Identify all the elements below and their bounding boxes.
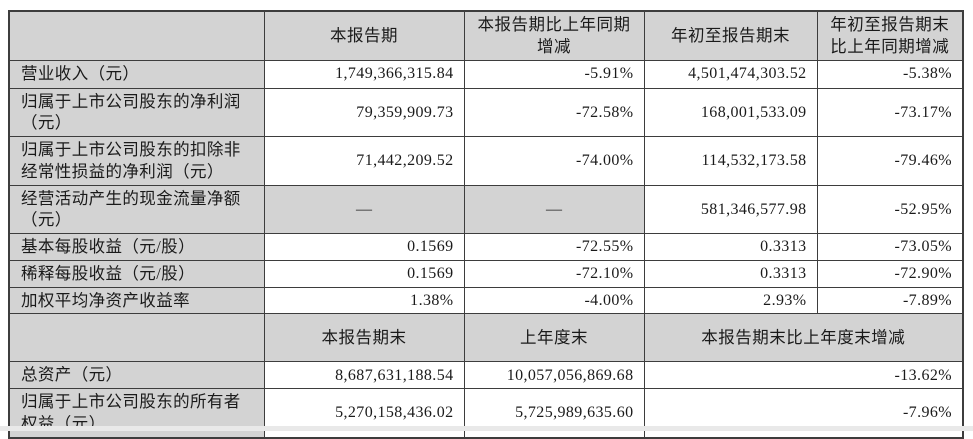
basic-eps-current: 0.1569 [263, 233, 465, 261]
operating-revenue-ytd: 4,501,474,303.52 [643, 59, 818, 89]
diluted-eps-label: 稀释每股收益（元/股） [8, 259, 265, 288]
deducted-net-profit-label: 归属于上市公司股东的扣除非经常性损益的净利润（元） [8, 136, 265, 186]
diluted-eps-ytd-change: -72.90% [816, 259, 964, 288]
row-diluted-eps: 稀释每股收益（元/股） 0.1569 -72.10% 0.3313 -72.90… [8, 259, 964, 288]
deducted-net-profit-ytd: 114,532,173.58 [643, 136, 818, 186]
row-net-profit: 归属于上市公司股东的净利润（元） 79,359,909.73 -72.58% 1… [8, 87, 964, 138]
operating-revenue-label: 营业收入（元） [8, 59, 265, 89]
operating-revenue-current-change: -5.91% [463, 59, 645, 89]
diluted-eps-current-change: -72.10% [463, 259, 645, 288]
header-ytd: 年初至报告期末 [643, 10, 818, 61]
basic-eps-ytd: 0.3313 [643, 233, 818, 261]
weighted-average-roe-ytd: 2.93% [643, 286, 818, 315]
basic-eps-current-change: -72.55% [463, 233, 645, 261]
deducted-net-profit-current-change: -74.00% [463, 136, 645, 186]
row-total-assets: 总资产（元） 8,687,631,188.54 10,057,056,869.6… [8, 361, 964, 390]
row-basic-eps: 基本每股收益（元/股） 0.1569 -72.55% 0.3313 -73.05… [8, 233, 964, 261]
operating-cash-flow-current: — [263, 184, 465, 235]
net-profit-ytd-change: -73.17% [816, 87, 964, 138]
financial-summary-table: 本报告期 本报告期比上年同期增减 年初至报告期末 年初至报告期末比上年同期增减 … [8, 10, 964, 439]
deducted-net-profit-current: 71,442,209.52 [263, 136, 465, 186]
row-operating-revenue: 营业收入（元） 1,749,366,315.84 -5.91% 4,501,47… [8, 59, 964, 89]
total-assets-label: 总资产（元） [8, 361, 265, 390]
net-profit-label: 归属于上市公司股东的净利润（元） [8, 87, 265, 138]
row-operating-cash-flow: 经营活动产生的现金流量净额（元） — — 581,346,577.98 -52.… [8, 184, 964, 235]
header-empty-cell [8, 10, 265, 61]
net-profit-current-change: -72.58% [463, 87, 645, 138]
header-prior-year-end: 上年度末 [463, 313, 645, 363]
total-assets-period-end: 8,687,631,188.54 [263, 361, 465, 390]
operating-revenue-ytd-change: -5.38% [816, 59, 964, 89]
net-profit-current: 79,359,909.73 [263, 87, 465, 138]
operating-revenue-current: 1,749,366,315.84 [263, 59, 465, 89]
section2-header-row: 本报告期末 上年度末 本报告期末比上年度末增减 [8, 313, 964, 363]
diluted-eps-current: 0.1569 [263, 259, 465, 288]
header-current-period: 本报告期 [263, 10, 465, 61]
row-weighted-average-roe: 加权平均净资产收益率 1.38% -4.00% 2.93% -7.89% [8, 286, 964, 315]
total-assets-prior-year-end: 10,057,056,869.68 [463, 361, 645, 390]
weighted-average-roe-label: 加权平均净资产收益率 [8, 286, 265, 315]
basic-eps-label: 基本每股收益（元/股） [8, 233, 265, 261]
weighted-average-roe-current: 1.38% [263, 286, 465, 315]
header-period-end-vs-prior-year-end-change: 本报告期末比上年度末增减 [643, 313, 964, 363]
operating-cash-flow-ytd-change: -52.95% [816, 184, 964, 235]
diluted-eps-ytd: 0.3313 [643, 259, 818, 288]
header-current-period-yoy-change: 本报告期比上年同期增减 [463, 10, 645, 61]
net-profit-ytd: 168,001,533.09 [643, 87, 818, 138]
basic-eps-ytd-change: -73.05% [816, 233, 964, 261]
total-assets-change: -13.62% [643, 361, 964, 390]
section1-header-row: 本报告期 本报告期比上年同期增减 年初至报告期末 年初至报告期末比上年同期增减 [8, 10, 964, 61]
deducted-net-profit-ytd-change: -79.46% [816, 136, 964, 186]
header2-empty-cell [8, 313, 265, 363]
operating-cash-flow-label: 经营活动产生的现金流量净额（元） [8, 184, 265, 235]
header-ytd-yoy-change: 年初至报告期末比上年同期增减 [816, 10, 964, 61]
page-bottom-edge [0, 426, 973, 431]
weighted-average-roe-current-change: -4.00% [463, 286, 645, 315]
operating-cash-flow-ytd: 581,346,577.98 [643, 184, 818, 235]
row-deducted-net-profit: 归属于上市公司股东的扣除非经常性损益的净利润（元） 71,442,209.52 … [8, 136, 964, 186]
operating-cash-flow-current-change: — [463, 184, 645, 235]
weighted-average-roe-ytd-change: -7.89% [816, 286, 964, 315]
header-period-end: 本报告期末 [263, 313, 465, 363]
